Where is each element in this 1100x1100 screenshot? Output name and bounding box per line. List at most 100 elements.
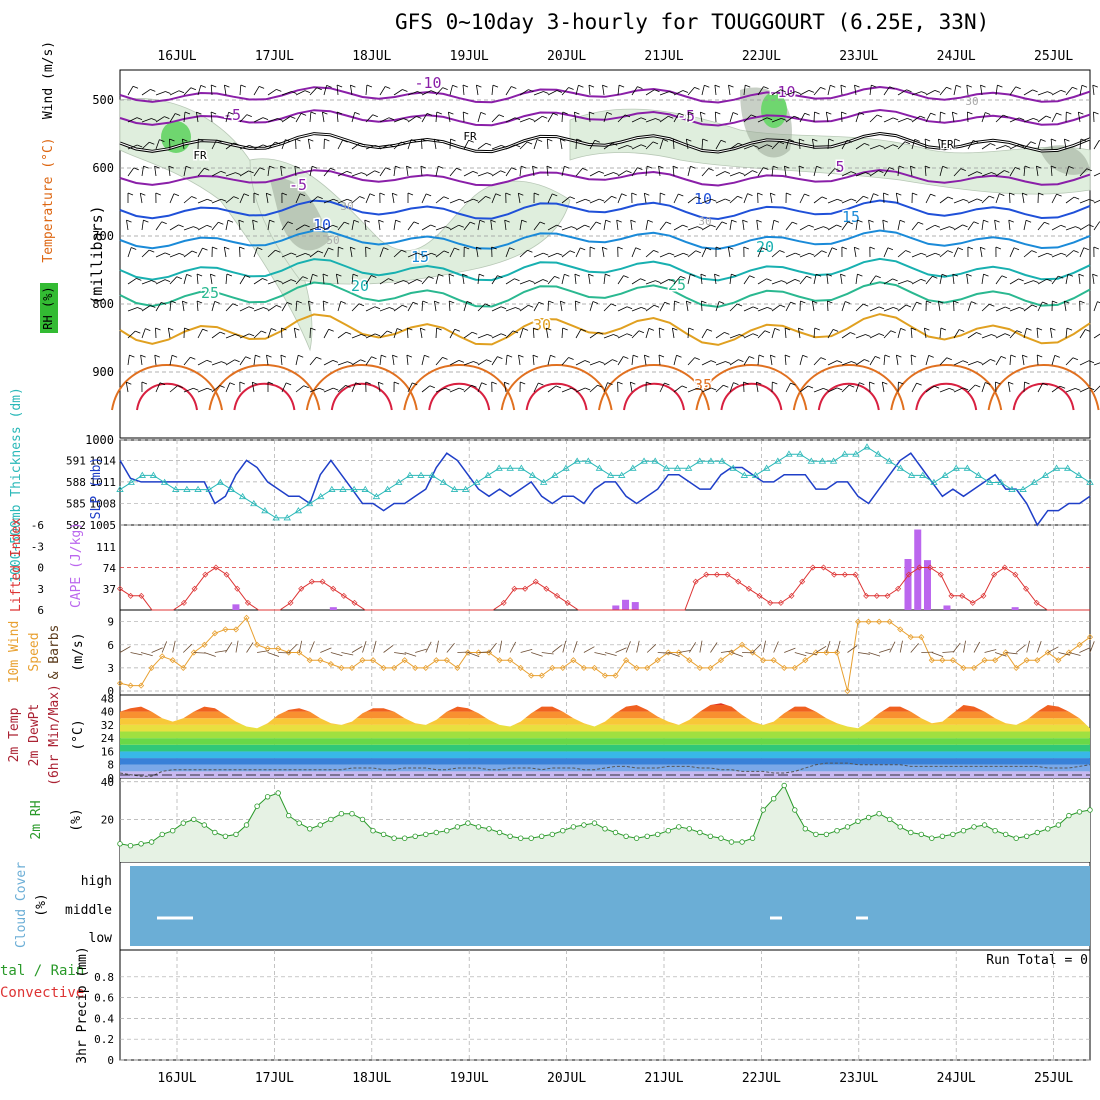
wind-barb bbox=[210, 84, 213, 96]
wind-barb-flag bbox=[333, 387, 339, 391]
thickness-marker bbox=[595, 464, 604, 471]
wind-barb-flag bbox=[402, 304, 408, 308]
thickness-marker bbox=[841, 450, 849, 457]
wind-barb bbox=[448, 300, 451, 312]
wind-barb bbox=[995, 114, 1004, 123]
wind-barb bbox=[841, 384, 850, 393]
wind-barb bbox=[827, 329, 834, 339]
wind-barb-flag bbox=[764, 330, 771, 334]
wind-speed-marker bbox=[317, 657, 324, 664]
top-date-label: 21JUL bbox=[644, 49, 683, 64]
rh-marker bbox=[454, 824, 461, 830]
wind-barb-flag bbox=[227, 219, 234, 223]
wind-barb-flag bbox=[193, 387, 199, 391]
wind-barb-flag bbox=[857, 273, 863, 277]
wind-barb bbox=[715, 221, 723, 231]
wind-barb bbox=[771, 118, 782, 123]
wind-barb-flag bbox=[745, 84, 751, 88]
thickness-marker bbox=[539, 478, 548, 485]
wind-barb bbox=[463, 331, 473, 339]
wind-barb-flag bbox=[425, 193, 432, 197]
wind-barb bbox=[295, 224, 305, 231]
surface-wind-barb bbox=[910, 643, 919, 653]
wind-barb bbox=[757, 354, 760, 366]
wind-barb-flag bbox=[607, 382, 613, 385]
wind-barb bbox=[841, 140, 848, 150]
wind-barb-flag bbox=[240, 84, 246, 88]
wind-speed-marker bbox=[1055, 657, 1062, 664]
wind-barb-flag bbox=[595, 221, 602, 225]
wind-speed-marker bbox=[1013, 664, 1020, 671]
wind-barb bbox=[309, 166, 313, 177]
wind-barb bbox=[771, 304, 781, 312]
wind-barb-flag bbox=[916, 301, 922, 305]
wind-barb bbox=[435, 274, 439, 285]
wind-barb-flag bbox=[1088, 360, 1095, 364]
thickness-axis-label: 1000~500mb Thickness (dm) bbox=[9, 387, 24, 583]
wind-barb-flag bbox=[659, 327, 665, 331]
wind-barb-flag bbox=[589, 246, 596, 250]
wind-barb-flag bbox=[725, 361, 731, 364]
wind-barb-flag bbox=[700, 111, 706, 115]
wind-barb bbox=[281, 221, 289, 231]
wind-barb bbox=[951, 112, 955, 123]
wind-barb bbox=[687, 327, 690, 339]
wind-barb-flag bbox=[569, 196, 575, 200]
rh-contour-label: 30 bbox=[698, 215, 711, 228]
surface-wind-barb bbox=[298, 640, 303, 653]
wind-barb bbox=[729, 382, 734, 393]
wind-barb-flag bbox=[528, 304, 534, 308]
wind-barb bbox=[561, 327, 564, 339]
wind-barb-flag bbox=[731, 273, 737, 277]
wind-barb-flag bbox=[836, 224, 842, 228]
precip-legend-convective: Convective bbox=[0, 985, 84, 1001]
wind-barb bbox=[855, 334, 866, 339]
temp-axis-label: (6hr Min/Max) bbox=[47, 684, 62, 786]
wind-barb-flag bbox=[627, 145, 633, 148]
wind-barb-flag bbox=[896, 192, 902, 196]
wind-barb bbox=[365, 333, 376, 339]
temp-band bbox=[120, 724, 1090, 732]
rh-shading bbox=[119, 98, 313, 352]
surface-wind-barb bbox=[857, 652, 870, 655]
wind-barb bbox=[784, 354, 787, 366]
wind-barb bbox=[336, 111, 339, 123]
rh-marker bbox=[981, 822, 988, 828]
wind-barb-flag bbox=[298, 354, 304, 358]
wind-barb bbox=[603, 334, 614, 339]
wind-barb-flag bbox=[369, 193, 375, 197]
wind-barb bbox=[462, 84, 465, 96]
cape-bar bbox=[631, 602, 639, 610]
wind-barb-flag bbox=[766, 144, 773, 148]
wind-barb bbox=[687, 387, 698, 393]
wind-barb-flag bbox=[259, 167, 265, 171]
isotherm-35 bbox=[403, 364, 516, 411]
wind-barb-flag bbox=[989, 303, 995, 307]
legend-rh: RH (%) bbox=[41, 286, 55, 329]
wind-barb bbox=[1065, 274, 1069, 285]
wind-barb bbox=[883, 330, 892, 339]
wind-barb bbox=[785, 301, 791, 312]
wind-barb-flag bbox=[316, 356, 322, 360]
wind-barb-flag bbox=[821, 196, 828, 200]
wind-barb-flag bbox=[617, 381, 623, 385]
isotherm-label: FR bbox=[193, 149, 207, 162]
wind-barb-flag bbox=[196, 300, 203, 304]
surface-wind-barb bbox=[193, 652, 206, 654]
wind-barb-flag bbox=[1073, 196, 1080, 200]
wind-barb bbox=[1078, 274, 1081, 285]
wind-barb bbox=[491, 333, 502, 339]
wind-barb-flag bbox=[442, 357, 448, 360]
wind-barb bbox=[491, 170, 501, 177]
wind-speed-marker bbox=[159, 653, 166, 660]
wind-speed-marker bbox=[738, 641, 746, 648]
rh-contour-label: 30 bbox=[340, 200, 353, 213]
wind-barb bbox=[322, 112, 325, 123]
wind-barb bbox=[1093, 140, 1100, 150]
wind-barb bbox=[393, 304, 403, 312]
precip-tick-label: 0.8 bbox=[94, 971, 114, 984]
rh-marker bbox=[1066, 812, 1072, 819]
wind-barb bbox=[379, 86, 386, 96]
wind-barb bbox=[547, 90, 558, 96]
wind-barb-flag bbox=[481, 382, 487, 386]
